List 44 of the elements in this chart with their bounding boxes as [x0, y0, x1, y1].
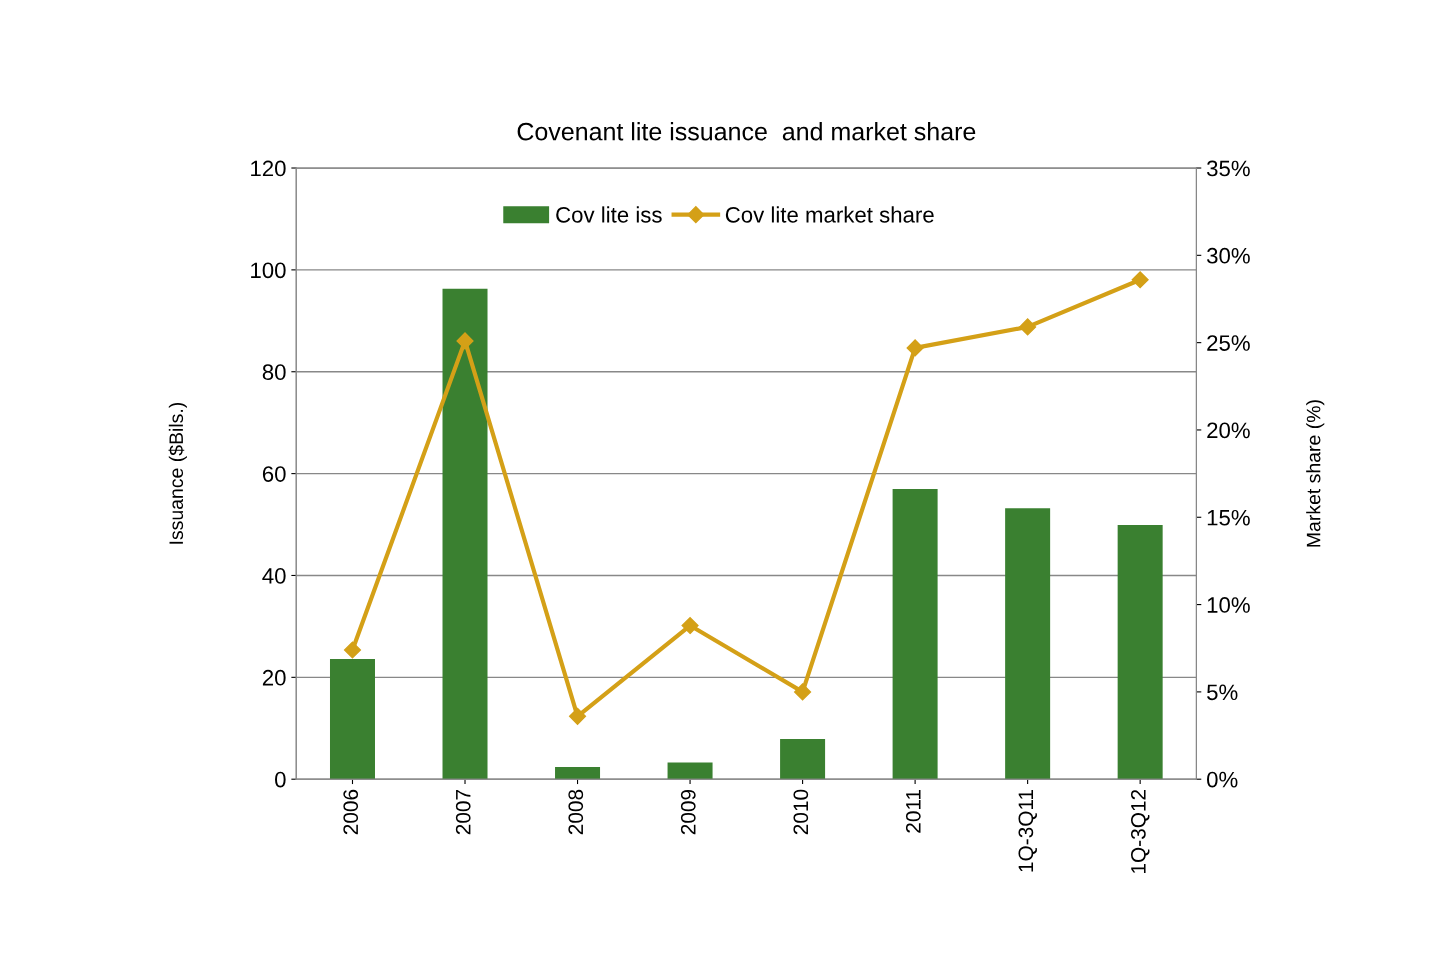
- y2-tick-label: 0%: [1207, 771, 1238, 788]
- bar: [555, 766, 601, 780]
- bar: [1005, 508, 1051, 780]
- legend-label: Cov lite iss: [556, 206, 662, 223]
- y-tick-label: 80: [262, 364, 286, 381]
- x-tick-label: 1Q-3Q11: [1018, 789, 1037, 872]
- bar: [780, 738, 826, 780]
- y-tick-label: 100: [251, 262, 286, 279]
- x-tick-label: 2007: [455, 789, 471, 835]
- point: [456, 332, 474, 350]
- y-tick-label: 60: [262, 466, 286, 482]
- point: [1131, 271, 1149, 289]
- chart-title: Covenant lite issuance and market share: [517, 122, 976, 141]
- y-tick-label: 120: [251, 160, 286, 177]
- bar: [892, 488, 938, 780]
- y2-tick-label: 10%: [1207, 597, 1250, 613]
- bar: [667, 762, 713, 780]
- y2-tick-label: 25%: [1207, 335, 1250, 351]
- point: [906, 339, 924, 357]
- y2-tick-label: 35%: [1206, 160, 1250, 177]
- y-tick-label: 40: [262, 568, 286, 584]
- point: [568, 707, 587, 725]
- y2-tick-label: 5%: [1207, 684, 1238, 701]
- x-tick-label: 2010: [793, 789, 809, 835]
- legend-label: Cov lite market share: [725, 206, 934, 223]
- point: [681, 616, 699, 635]
- y2-tick-label: 30%: [1206, 247, 1250, 264]
- y-axis-title: Issuance ($Bils.): [168, 402, 187, 544]
- x-tick-label: 2006: [343, 789, 359, 835]
- point: [343, 641, 362, 659]
- y2-tick-label: 20%: [1207, 422, 1250, 439]
- point: [794, 683, 812, 701]
- bar: [1117, 525, 1163, 780]
- y2-tick-label: 15%: [1207, 509, 1250, 526]
- y-tick-label: 0: [275, 771, 286, 788]
- bar: [329, 659, 375, 780]
- y2-axis-title: Market share (%): [1306, 400, 1325, 547]
- x-tick-label: 2011: [905, 789, 921, 833]
- x-tick-label: 2009: [680, 789, 696, 835]
- y-tick-label: 20: [262, 669, 286, 686]
- x-tick-label: 2008: [568, 789, 584, 835]
- point: [1019, 318, 1037, 336]
- x-tick-label: 1Q-3Q12: [1130, 789, 1150, 874]
- bar: [442, 288, 488, 780]
